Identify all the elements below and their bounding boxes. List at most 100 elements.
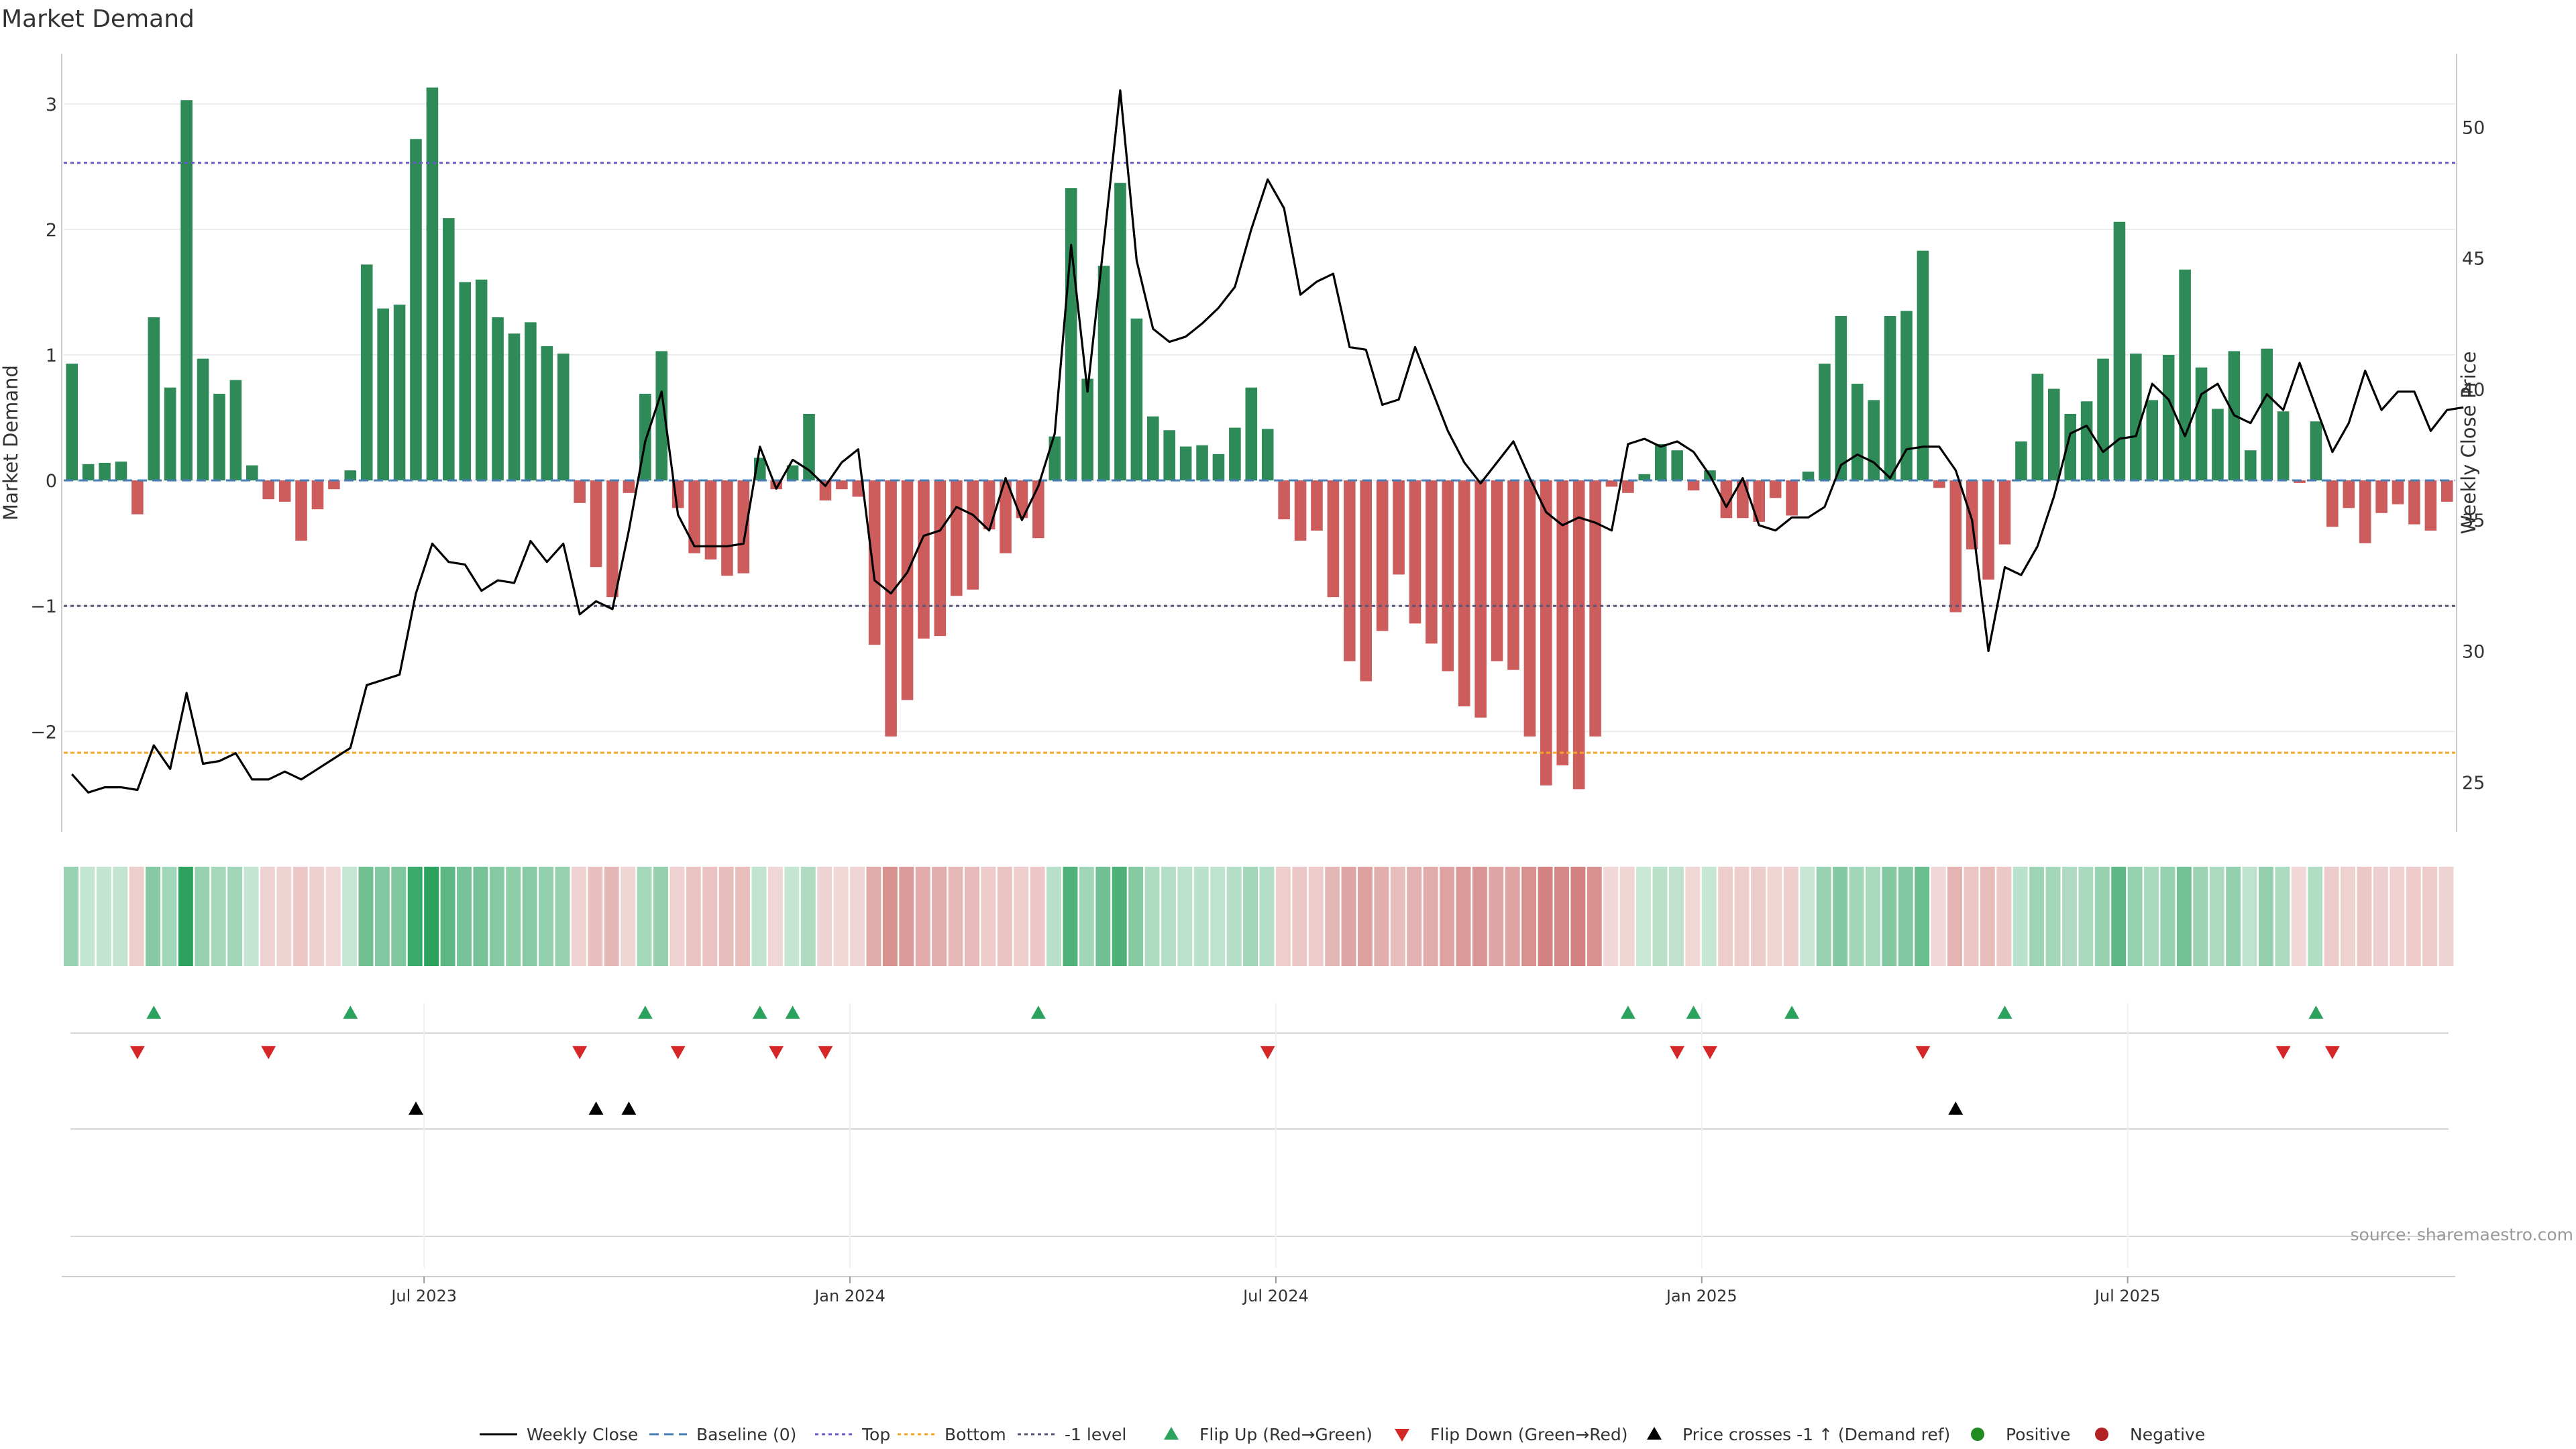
heat-cell bbox=[1587, 867, 1602, 966]
heat-cell bbox=[817, 867, 833, 966]
heat-cell bbox=[2209, 867, 2224, 966]
legend-swatch bbox=[1395, 1429, 1409, 1442]
negative-bar bbox=[1753, 480, 1766, 522]
legend: Weekly Close Baseline (0) Top Bottom -1 leve… bbox=[480, 1425, 2205, 1444]
heat-cell bbox=[1030, 867, 1045, 966]
x-tick-label: Jan 2024 bbox=[813, 1287, 885, 1305]
positive-bar bbox=[1671, 450, 1683, 481]
heat-cell bbox=[407, 867, 423, 966]
price-cross-marker bbox=[1948, 1102, 1964, 1115]
heat-cell bbox=[1226, 867, 1242, 966]
flip-down-marker bbox=[670, 1046, 686, 1059]
heat-cell bbox=[882, 867, 898, 966]
negative-bar bbox=[1769, 480, 1782, 498]
heat-cell bbox=[653, 867, 668, 966]
positive-bar bbox=[2015, 441, 2027, 481]
heat-cell bbox=[1489, 867, 1504, 966]
negative-bar bbox=[721, 480, 733, 576]
heat-cell bbox=[2275, 867, 2290, 966]
positive-bar bbox=[2080, 401, 2093, 481]
positive-bar bbox=[197, 358, 209, 481]
legend-label: Negative bbox=[2130, 1425, 2205, 1444]
heat-cell bbox=[2176, 867, 2192, 966]
heat-cell bbox=[1292, 867, 1307, 966]
heat-cell bbox=[2193, 867, 2208, 966]
negative-bar bbox=[868, 480, 881, 645]
x-tick-label: Jul 2024 bbox=[1242, 1287, 1309, 1305]
heat-cell bbox=[751, 867, 767, 966]
positive-bar bbox=[66, 364, 78, 481]
negative-bar bbox=[311, 480, 324, 510]
demand-bars bbox=[66, 87, 2453, 790]
positive-bar bbox=[1229, 427, 1241, 481]
negative-bar bbox=[623, 480, 635, 493]
legend-label: Flip Down (Green→Red) bbox=[1430, 1425, 1628, 1444]
heat-cell bbox=[1701, 867, 1717, 966]
heat-cell bbox=[767, 867, 783, 966]
heat-cell bbox=[866, 867, 881, 966]
legend-label: Bottom bbox=[945, 1425, 1006, 1444]
heat-cell bbox=[1980, 867, 1995, 966]
heat-cell bbox=[1849, 867, 1864, 966]
positive-bar bbox=[360, 264, 373, 481]
positive-bar bbox=[1163, 430, 1175, 481]
negative-bar bbox=[983, 480, 996, 530]
heat-cell bbox=[1619, 867, 1635, 966]
heat-cell bbox=[1177, 867, 1193, 966]
y-tick-label: 0 bbox=[46, 471, 57, 492]
positive-bar bbox=[1196, 445, 1208, 481]
negative-bar bbox=[1474, 480, 1487, 718]
heat-cell bbox=[1014, 867, 1029, 966]
positive-bar bbox=[803, 413, 815, 481]
heat-cell bbox=[571, 867, 586, 966]
heat-cell bbox=[1521, 867, 1537, 966]
negative-bar bbox=[1622, 480, 1634, 493]
heat-cell bbox=[2357, 867, 2372, 966]
negative-bar bbox=[1687, 480, 1700, 491]
heat-cell bbox=[309, 867, 325, 966]
heat-cell bbox=[718, 867, 734, 966]
heat-cell bbox=[1685, 867, 1701, 966]
positive-bar bbox=[525, 322, 537, 481]
flip-down-marker bbox=[129, 1046, 145, 1059]
heat-cell bbox=[2390, 867, 2405, 966]
heat-cell bbox=[1374, 867, 1389, 966]
heat-cell bbox=[1407, 867, 1422, 966]
heat-cell bbox=[1128, 867, 1144, 966]
positive-bar bbox=[1114, 182, 1126, 481]
positive-bar bbox=[2277, 411, 2290, 481]
heat-cell bbox=[1161, 867, 1176, 966]
positive-bar bbox=[2244, 450, 2257, 481]
negative-bar bbox=[967, 480, 979, 590]
heat-cell bbox=[1816, 867, 1831, 966]
flip-down-marker bbox=[1702, 1046, 1717, 1059]
negative-bar bbox=[1949, 480, 1962, 612]
positive-bar bbox=[1081, 378, 1093, 481]
heat-cell bbox=[1210, 867, 1226, 966]
negative-bar bbox=[1982, 480, 1994, 580]
heat-cell bbox=[833, 867, 849, 966]
heat-cell bbox=[1996, 867, 2012, 966]
flip-down-marker bbox=[818, 1046, 833, 1059]
gridlines bbox=[64, 103, 2455, 733]
heat-cell bbox=[1915, 867, 1930, 966]
positive-bar bbox=[2113, 221, 2126, 481]
positive-bar bbox=[1097, 266, 1110, 481]
heat-cell bbox=[1931, 867, 1946, 966]
heat-cell bbox=[325, 867, 341, 966]
flip-down-marker bbox=[2275, 1046, 2291, 1059]
flip-down-marker bbox=[1670, 1046, 1685, 1059]
negative-bar bbox=[1605, 480, 1618, 487]
heat-cell bbox=[1259, 867, 1275, 966]
negative-bar bbox=[1442, 480, 1454, 672]
heat-cell bbox=[588, 867, 603, 966]
negative-bar bbox=[918, 480, 930, 639]
legend-label: Weekly Close bbox=[527, 1425, 638, 1444]
negative-bar bbox=[1278, 480, 1290, 520]
heat-cell bbox=[506, 867, 521, 966]
heat-cell bbox=[1964, 867, 1979, 966]
positive-bar bbox=[2195, 367, 2208, 481]
y2-tick-label: 50 bbox=[2462, 117, 2485, 138]
positive-bar bbox=[1261, 429, 1274, 481]
flip-up-marker bbox=[637, 1006, 653, 1019]
